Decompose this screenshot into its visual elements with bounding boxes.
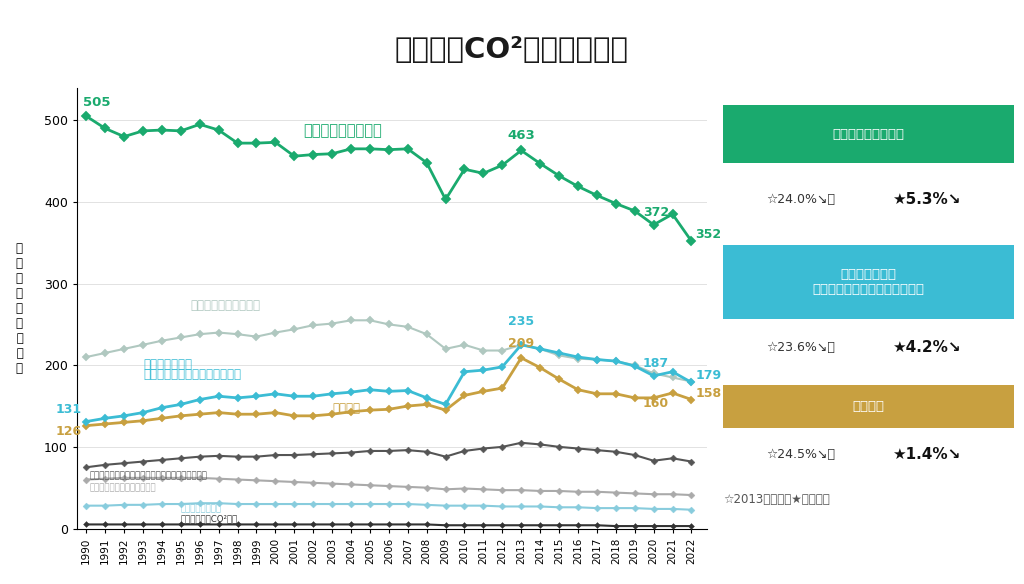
Text: 463: 463 [507,129,536,142]
Text: 505: 505 [84,96,111,109]
Text: 産業部門（工場等）: 産業部門（工場等） [833,127,904,141]
Text: ★4.2%↘: ★4.2%↘ [892,340,961,355]
Text: 126: 126 [56,425,82,438]
Text: ☆23.6%↘: ☆23.6%↘ [767,341,836,354]
Y-axis label: 排
出
量
（
百
万
 ト
 ン
）: 排 出 量 （ 百 万 ト ン ） [13,242,25,374]
Text: その他（間接CO²等）: その他（間接CO²等） [181,514,238,523]
Text: 372: 372 [644,206,670,219]
Text: 運輸部門（自動車等）: 運輸部門（自動車等） [190,299,260,312]
Text: ★5.3%↘: ★5.3%↘ [892,192,961,207]
Bar [723,385,1014,428]
Text: （商業・サービス・事業所等）: （商業・サービス・事業所等） [143,369,241,381]
Text: 187: 187 [642,357,669,370]
Text: 179: 179 [695,369,722,383]
Text: エネルギー転換部門（電気熱配分統計誤差を除く）: エネルギー転換部門（電気熱配分統計誤差を除く） [90,471,208,480]
Text: 部門別のCO²排出量の推移: 部門別のCO²排出量の推移 [395,36,629,64]
Text: 業務その他部門
（商業・サービス・事業所等）: 業務その他部門 （商業・サービス・事業所等） [812,268,925,296]
Text: ★1.4%↘: ★1.4%↘ [892,447,959,463]
Bar [723,245,1014,319]
Text: 業務その他部門: 業務その他部門 [143,357,191,371]
Text: 158: 158 [695,387,722,399]
Text: 向上プロセス及び製品の使用: 向上プロセス及び製品の使用 [90,484,157,492]
Text: 235: 235 [508,315,535,328]
Text: 産業部門（工場等）: 産業部門（工場等） [304,123,383,138]
Text: ☆2013年度比　★前年度比: ☆2013年度比 ★前年度比 [723,493,829,506]
Text: ☆24.5%↘: ☆24.5%↘ [767,449,836,461]
Text: 131: 131 [56,403,82,416]
Text: 廃棄物（焼却等）: 廃棄物（焼却等） [181,505,222,513]
Text: 160: 160 [642,397,669,411]
Text: ☆24.0%↘: ☆24.0%↘ [767,193,836,206]
Text: 209: 209 [508,336,535,350]
Text: 家庭部門: 家庭部門 [852,400,885,413]
Text: 家庭部門: 家庭部門 [332,402,360,415]
Text: 352: 352 [695,228,722,241]
Bar [723,105,1014,163]
